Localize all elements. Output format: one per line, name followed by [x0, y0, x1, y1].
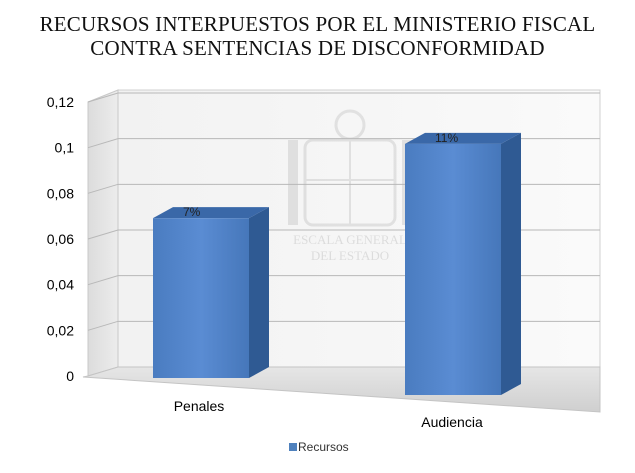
y-tick-label: 0,12	[47, 94, 74, 110]
y-tick-label: 0,1	[55, 140, 75, 156]
y-axis-ticks: 0 0,02 0,04 0,06 0,08 0,1 0,12	[47, 94, 74, 384]
y-tick-label: 0	[66, 368, 74, 384]
bar-side	[501, 132, 521, 396]
legend-label: Recursos	[298, 440, 349, 454]
chart-title-line-1: RECURSOS INTERPUESTOS POR EL MINISTERIO …	[39, 12, 596, 36]
bar-audiencia: 11%	[405, 131, 521, 396]
gridline	[87, 92, 600, 103]
seal-text-line-1: ESCALA GENERAL	[293, 232, 407, 247]
y-tick-label: 0,02	[47, 322, 74, 338]
legend-swatch	[289, 443, 297, 451]
bar-front	[153, 218, 249, 378]
bar-top	[405, 132, 521, 144]
legend: Recursos	[289, 440, 349, 454]
chart-title-line-2: CONTRA SENTENCIAS DE DISCONFORMIDAD	[90, 36, 545, 60]
x-tick-label: Audiencia	[421, 414, 483, 430]
x-axis-ticks: Penales Audiencia	[174, 398, 483, 430]
y-tick-label: 0,06	[47, 231, 74, 247]
bar-penales: 7%	[153, 205, 269, 378]
bar-front	[405, 143, 501, 395]
bars: 7% 11%	[153, 131, 521, 396]
seal-shield-shape	[303, 138, 397, 227]
y-tick-label: 0,04	[47, 277, 74, 293]
seal-text-line-2: DEL ESTADO	[311, 248, 389, 263]
bar-top	[153, 207, 269, 219]
y-tick-label: 0,08	[47, 185, 74, 201]
bar-side	[249, 207, 269, 378]
data-label: 11%	[435, 131, 458, 145]
x-tick-label: Penales	[174, 398, 225, 414]
seal-pillar-left	[288, 140, 298, 225]
side-wall	[87, 89, 119, 377]
data-label: 7%	[183, 205, 201, 219]
